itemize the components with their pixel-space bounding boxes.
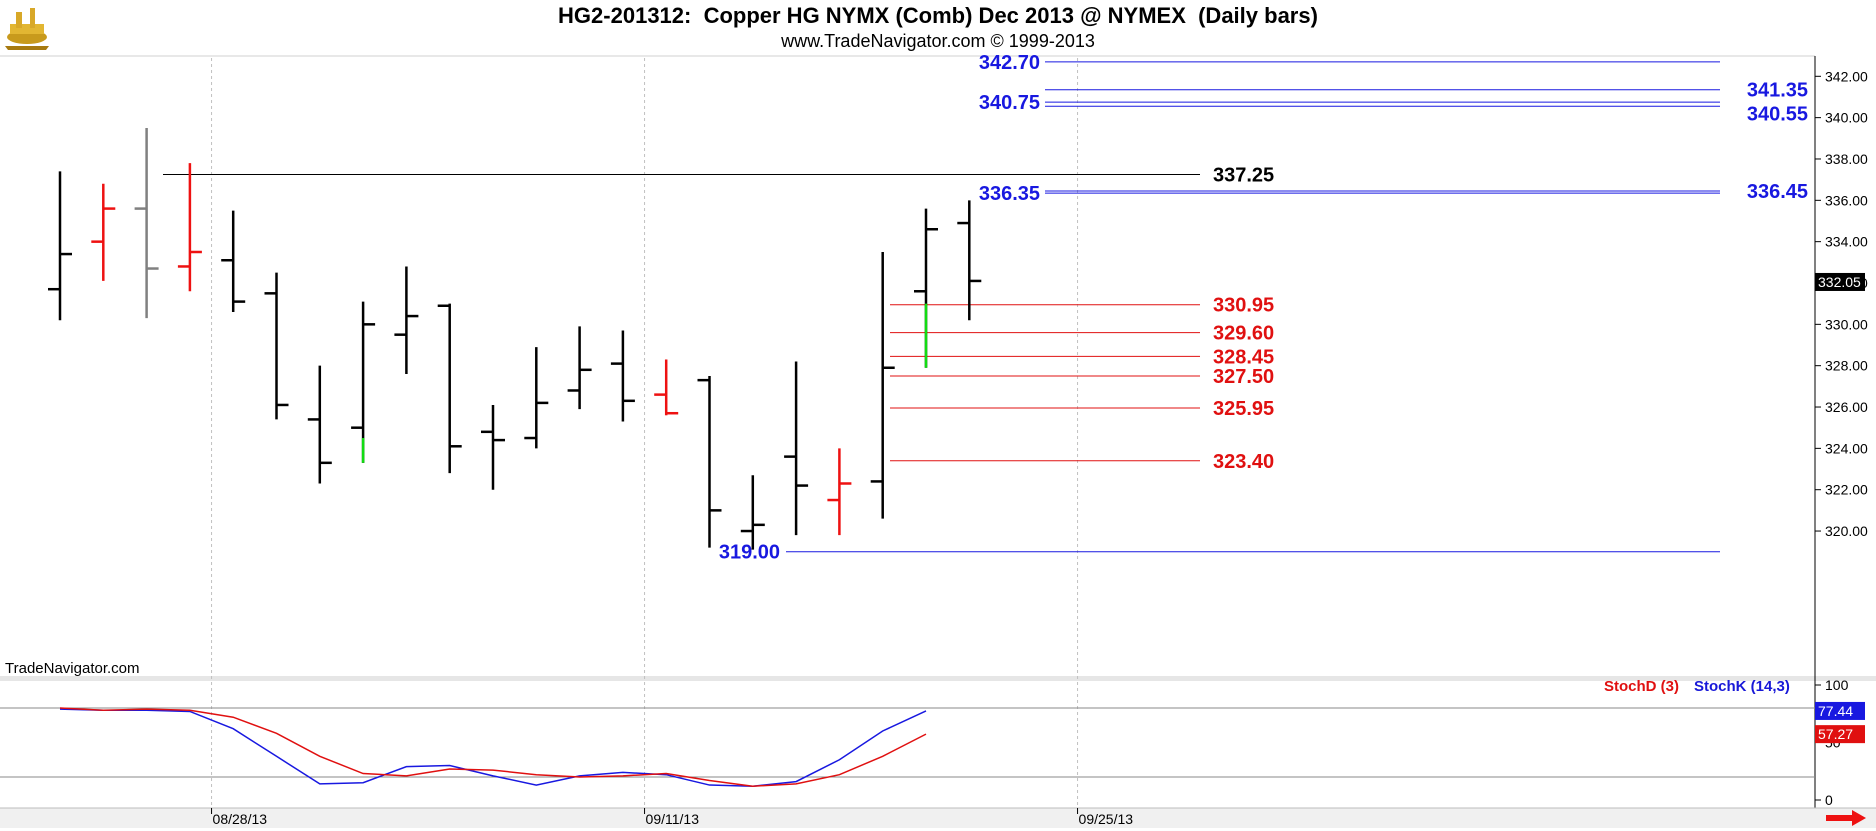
level-label-319.00: 319.00	[719, 542, 780, 564]
ohlc-bar	[610, 330, 635, 422]
stoch-tick-label: 100	[1825, 677, 1849, 693]
ohlc-bar	[264, 272, 289, 420]
price-tick-label: 322.00	[1825, 482, 1868, 498]
price-tick-label: 326.00	[1825, 399, 1868, 415]
ohlc-bar	[221, 210, 246, 312]
chart-header: HG2-201312: Copper HG NYMX (Comb) Dec 20…	[0, 0, 1876, 56]
price-tick-label: 320.00	[1825, 523, 1868, 539]
ohlc-bar	[437, 303, 462, 474]
price-axis: 320.00 322.00 324.00 326.00 328.00 330.00 332.…	[1815, 68, 1868, 539]
ohlc-bar	[394, 266, 419, 374]
ohlc-bar	[827, 448, 852, 536]
stoch-last-marker	[1815, 701, 1865, 720]
price-tick-label: 328.00	[1825, 358, 1868, 374]
ohlc-bar	[134, 127, 159, 319]
level-label-330.95: 330.95	[1213, 295, 1274, 317]
level-label-337.25: 337.25	[1213, 164, 1274, 186]
scroll-right-arrow-icon[interactable]	[1826, 810, 1866, 826]
chart-subtitle: www.TradeNavigator.com © 1999-2013	[781, 31, 1095, 51]
price-tick-label: 340.00	[1825, 110, 1868, 126]
level-label-340.75: 340.75	[979, 92, 1040, 114]
price-tick-label: 324.00	[1825, 440, 1868, 456]
date-tick-label: 08/28/13	[213, 811, 268, 827]
level-label-329.60: 329.60	[1213, 323, 1274, 345]
date-axis: 08/28/13 09/11/13 09/25/13	[211, 808, 1134, 827]
stoch-series-line	[59, 708, 927, 787]
price-tick-label: 342.00	[1825, 68, 1868, 84]
price-tick-label: 330.00	[1825, 316, 1868, 332]
watermark-text: TradeNavigator.com	[5, 660, 140, 677]
price-tick-label: 334.00	[1825, 234, 1868, 250]
level-label-327.50: 327.50	[1213, 366, 1274, 388]
date-tick-label: 09/11/13	[646, 811, 700, 827]
ohlc-bar	[957, 200, 982, 321]
ohlc-bar	[654, 359, 679, 416]
stoch-last-marker	[1815, 725, 1865, 744]
ohlc-bar	[870, 251, 895, 519]
level-label-323.40: 323.40	[1213, 451, 1274, 473]
legend-stoch-k: StochK (14,3)	[1694, 678, 1790, 695]
chart-title: HG2-201312: Copper HG NYMX (Comb) Dec 20…	[558, 3, 1318, 28]
last-price-marker	[1815, 272, 1865, 291]
ohlc-bar	[740, 475, 765, 550]
chart-frame	[0, 55, 1876, 828]
chart-grid	[211, 58, 1079, 808]
stoch-tick-label: 0	[1825, 792, 1833, 808]
ohlc-bar	[177, 163, 202, 292]
price-levels: 342.70 341.35 340.75 340.55 337.25 336.45 336.…	[163, 52, 1808, 564]
ohlc-bar	[567, 326, 592, 410]
ohlc-bar	[307, 365, 332, 484]
level-label-342.70: 342.70	[979, 52, 1040, 74]
ohlc-bar	[351, 301, 376, 463]
price-tick-label: 336.00	[1825, 192, 1868, 208]
ohlc-bar	[481, 404, 505, 490]
ohlc-bar	[48, 171, 72, 321]
trade-navigator-logo-icon[interactable]	[2, 2, 52, 52]
ohlc-bar	[914, 208, 938, 368]
level-label-341.35: 341.35	[1747, 80, 1808, 102]
level-label-336.45: 336.45	[1747, 181, 1808, 203]
date-axis-strip	[0, 808, 1876, 828]
level-label-336.35: 336.35	[979, 183, 1040, 205]
ohlc-bar	[91, 183, 116, 281]
level-label-325.95: 325.95	[1213, 398, 1274, 420]
ohlc-bar	[784, 361, 809, 536]
stoch-last-label: 57.27	[1818, 726, 1853, 742]
date-tick-label: 09/25/13	[1079, 811, 1134, 827]
panel-divider	[0, 676, 1876, 681]
ohlc-bar	[697, 376, 722, 548]
price-bars	[48, 127, 982, 550]
price-tick-label: 338.00	[1825, 151, 1868, 167]
stoch-series-line	[59, 707, 927, 787]
stoch-last-label: 77.44	[1818, 703, 1853, 719]
last-price-label: 332.05	[1818, 274, 1861, 290]
level-label-340.55: 340.55	[1747, 103, 1808, 125]
level-label-328.45: 328.45	[1213, 346, 1274, 368]
legend-stoch-d: StochD (3)	[1604, 678, 1679, 695]
ohlc-bar	[524, 347, 549, 449]
